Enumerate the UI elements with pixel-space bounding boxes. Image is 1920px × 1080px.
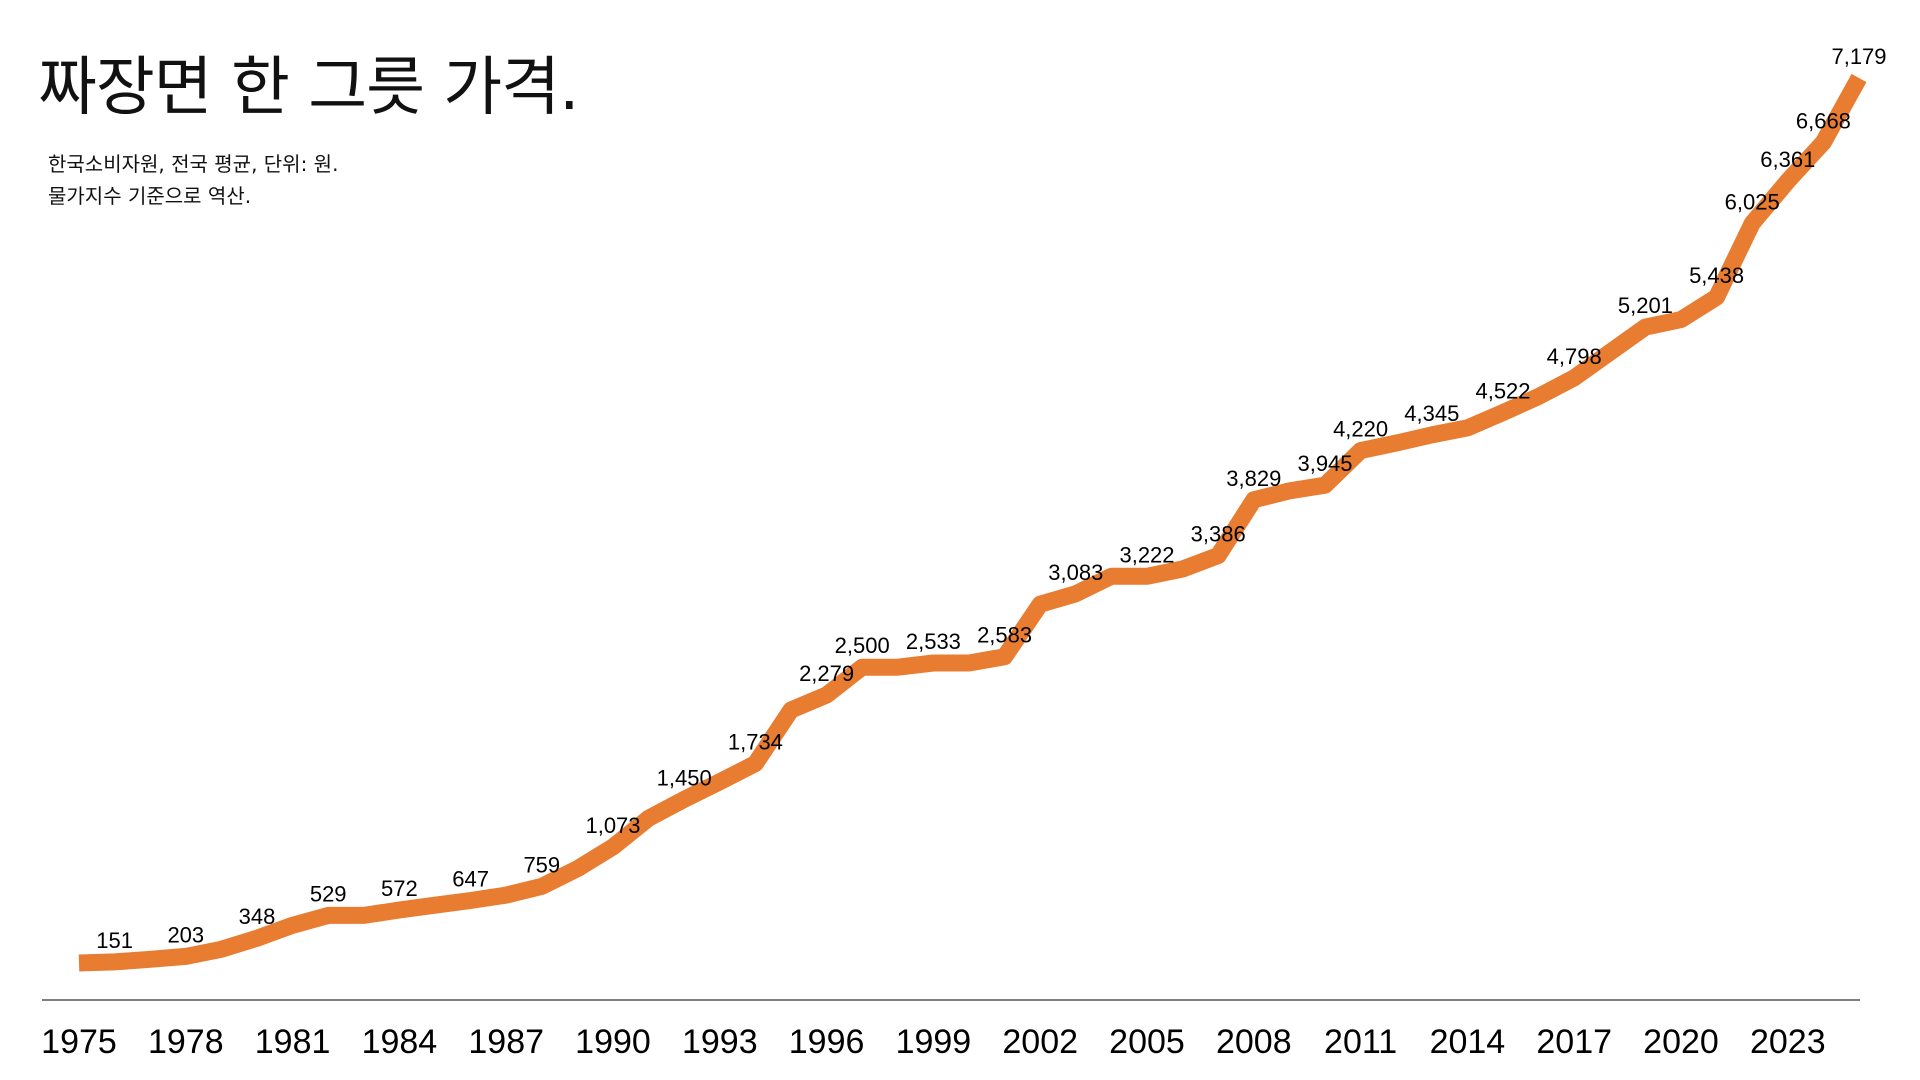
x-tick-label: 2008 — [1216, 1023, 1292, 1061]
x-tick-label: 1975 — [41, 1023, 117, 1061]
x-tick-label: 1990 — [575, 1023, 651, 1061]
data-label: 6,668 — [1796, 108, 1851, 133]
data-label: 7,179 — [1831, 44, 1886, 69]
source-note: 한국소비자원, 전국 평균, 단위: 원. — [48, 152, 339, 176]
data-label: 6,361 — [1760, 147, 1815, 172]
x-tick-label: 2017 — [1536, 1023, 1612, 1061]
x-tick-labels: 1975 1978 1981 1984 1987 1990 1993 1996 1999 2002… — [41, 1023, 1825, 1061]
data-label: 529 — [310, 881, 347, 906]
x-tick-label: 2011 — [1324, 1023, 1397, 1061]
x-tick-label: 2023 — [1750, 1023, 1826, 1061]
data-label: 4,345 — [1404, 401, 1459, 426]
x-tick-label: 1999 — [896, 1023, 972, 1061]
x-tick-label: 2005 — [1109, 1023, 1185, 1061]
x-tick-label: 1981 — [255, 1023, 331, 1061]
data-label: 3,386 — [1191, 522, 1246, 547]
data-label: 6,025 — [1725, 189, 1780, 214]
data-label: 2,533 — [906, 629, 961, 654]
x-tick-label: 1996 — [789, 1023, 865, 1061]
data-label: 348 — [239, 904, 276, 929]
price-series-line — [78, 73, 1867, 972]
data-label: 759 — [523, 852, 560, 877]
data-label: 647 — [452, 867, 489, 892]
method-note: 물가지수 기준으로 역산. — [48, 184, 252, 208]
data-label: 572 — [381, 876, 418, 901]
data-label: 5,201 — [1618, 293, 1673, 318]
data-label: 1,734 — [728, 730, 783, 755]
x-tick-label: 1987 — [468, 1023, 544, 1061]
data-label: 2,279 — [799, 661, 854, 686]
data-label: 3,945 — [1297, 451, 1352, 476]
data-label: 3,222 — [1119, 542, 1174, 567]
data-label: 4,798 — [1547, 344, 1602, 369]
data-labels: 151 203 348 529 572 647 759 1,073 1,450 1,734 2,27… — [96, 44, 1886, 953]
data-label: 4,522 — [1475, 379, 1530, 404]
data-label: 2,500 — [835, 633, 890, 658]
data-label: 2,583 — [977, 623, 1032, 648]
data-label: 1,073 — [585, 813, 640, 838]
data-label: 4,220 — [1333, 417, 1388, 442]
x-tick-label: 2020 — [1643, 1023, 1719, 1061]
x-tick-label: 1978 — [148, 1023, 224, 1061]
data-label: 3,829 — [1226, 466, 1281, 491]
data-label: 1,450 — [657, 765, 712, 790]
chart-title: 짜장면 한 그릇 가격. — [38, 51, 579, 125]
data-label: 203 — [167, 922, 204, 947]
data-label: 3,083 — [1048, 560, 1103, 585]
x-tick-label: 1984 — [362, 1023, 438, 1061]
data-label: 151 — [96, 928, 133, 953]
x-tick-label: 2002 — [1002, 1023, 1078, 1061]
data-label: 5,438 — [1689, 263, 1744, 288]
x-tick-label: 1993 — [682, 1023, 758, 1061]
x-tick-label: 2014 — [1430, 1023, 1506, 1061]
